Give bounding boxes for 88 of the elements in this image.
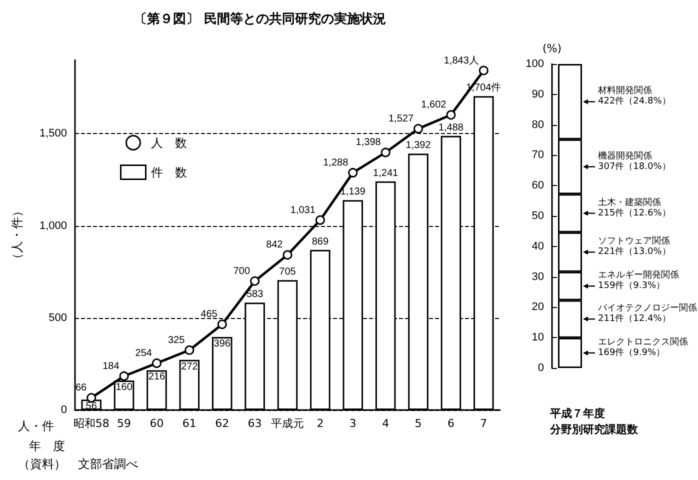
- series-label: ソフトウェア関係: [598, 236, 670, 247]
- legend-label: 件 数: [150, 165, 187, 180]
- y-axis-title: (%): [542, 42, 562, 55]
- point: [86, 393, 96, 403]
- data-label: 1,139: [340, 186, 366, 198]
- data-label: 1,843人: [444, 55, 479, 66]
- point: [282, 250, 292, 260]
- data-label: 160: [116, 382, 133, 394]
- text: 人・件: [18, 419, 54, 433]
- series-label: エネルギー開発関係: [598, 270, 679, 281]
- data-label: 272: [181, 361, 198, 372]
- point: [446, 110, 456, 120]
- data-label: 325: [168, 334, 186, 346]
- data-label: 211件（12.4%）: [598, 313, 671, 324]
- data-label: 1,527: [388, 113, 414, 124]
- x-tick-label: 60: [150, 417, 164, 430]
- data-label: 465: [200, 309, 218, 320]
- data-label: 307件（18.0%）: [598, 160, 671, 172]
- series-label: エレクトロニクス関係: [598, 336, 688, 348]
- data-label: 1,288: [323, 157, 349, 168]
- data-label: 169件（9.9%）: [598, 346, 666, 358]
- x-tick-label: 平成元: [271, 417, 304, 430]
- point: [414, 124, 424, 134]
- data-label: 422件（24.8%）: [598, 96, 671, 107]
- y-tick-label: 20: [532, 301, 544, 314]
- series-label: 土木・建築関係: [598, 196, 661, 208]
- legend-label: 人 数: [150, 136, 187, 150]
- y-tick-label: 500: [48, 312, 67, 324]
- y-tick-label: 30: [532, 270, 544, 283]
- series-label: 機器開発関係: [598, 150, 652, 162]
- x-tick-label: 2: [316, 417, 324, 430]
- data-label: 869: [312, 236, 329, 248]
- point: [250, 276, 260, 286]
- series-label: バイオテクノロジー関係: [597, 302, 697, 314]
- data-label: 1,392: [406, 140, 432, 152]
- y-tick-label: 70: [532, 149, 544, 162]
- data-label: 705: [279, 266, 296, 278]
- text: （資料） 文部省調べ: [18, 457, 138, 471]
- data-label: 1,602: [421, 100, 447, 111]
- data-label: 1,031: [290, 204, 316, 216]
- point: [152, 358, 162, 368]
- x-tick-label: 5: [414, 417, 422, 430]
- x-tick-label: 昭和58: [73, 417, 110, 430]
- x-axis-title: 平成７年度: [549, 407, 605, 420]
- data-label: 1,241: [373, 168, 399, 179]
- point: [315, 215, 325, 225]
- data-label: 1,398: [356, 137, 382, 148]
- x-tick-label: 61: [182, 417, 196, 430]
- data-label: 216: [148, 372, 166, 383]
- data-label: 221件（13.0%）: [598, 246, 671, 258]
- point: [119, 371, 129, 381]
- y-axis-title: （人・件）: [10, 205, 24, 265]
- data-label: 66: [75, 382, 88, 394]
- data-label: 254: [135, 348, 152, 359]
- y-tick-label: 0: [60, 404, 67, 416]
- y-tick-label: 60: [532, 180, 544, 192]
- data-label: 396: [214, 338, 231, 350]
- y-tick-label: 1,500: [39, 128, 67, 140]
- point: [184, 345, 194, 355]
- x-tick-label: 7: [480, 417, 488, 430]
- series-label: 材料開発関係: [597, 85, 652, 96]
- x-tick-label: 59: [117, 417, 132, 430]
- data-label: 1,488: [438, 122, 464, 134]
- chart-title: 〔第９図〕 民間等との共同研究の実施状況: [134, 11, 386, 27]
- point: [348, 168, 358, 178]
- x-tick-label: 6: [447, 417, 454, 430]
- data-label: 700: [233, 266, 250, 277]
- y-tick-label: 0: [538, 362, 544, 374]
- y-tick-label: 1,000: [39, 220, 67, 232]
- y-tick-label: 50: [532, 210, 544, 222]
- text: 分野別研究課題数: [549, 423, 639, 436]
- point: [478, 66, 488, 76]
- x-axis-title: 年 度: [29, 439, 65, 453]
- point: [217, 320, 227, 330]
- data-label: 159件（9.3%）: [598, 280, 666, 292]
- data-label: 215件（12.6%）: [598, 207, 671, 218]
- y-tick-label: 80: [532, 118, 544, 131]
- point: [380, 148, 390, 158]
- x-tick-label: 3: [349, 417, 356, 430]
- y-tick-label: 10: [532, 332, 544, 344]
- data-label: 842: [266, 240, 284, 251]
- x-tick-label: 63: [248, 417, 262, 430]
- x-tick-label: 4: [382, 417, 390, 430]
- x-tick-label: 62: [215, 417, 230, 430]
- data-label: 184: [102, 360, 120, 372]
- y-tick-label: 100: [526, 58, 544, 70]
- y-tick-label: 90: [532, 88, 544, 100]
- y-tick-label: 40: [532, 240, 544, 252]
